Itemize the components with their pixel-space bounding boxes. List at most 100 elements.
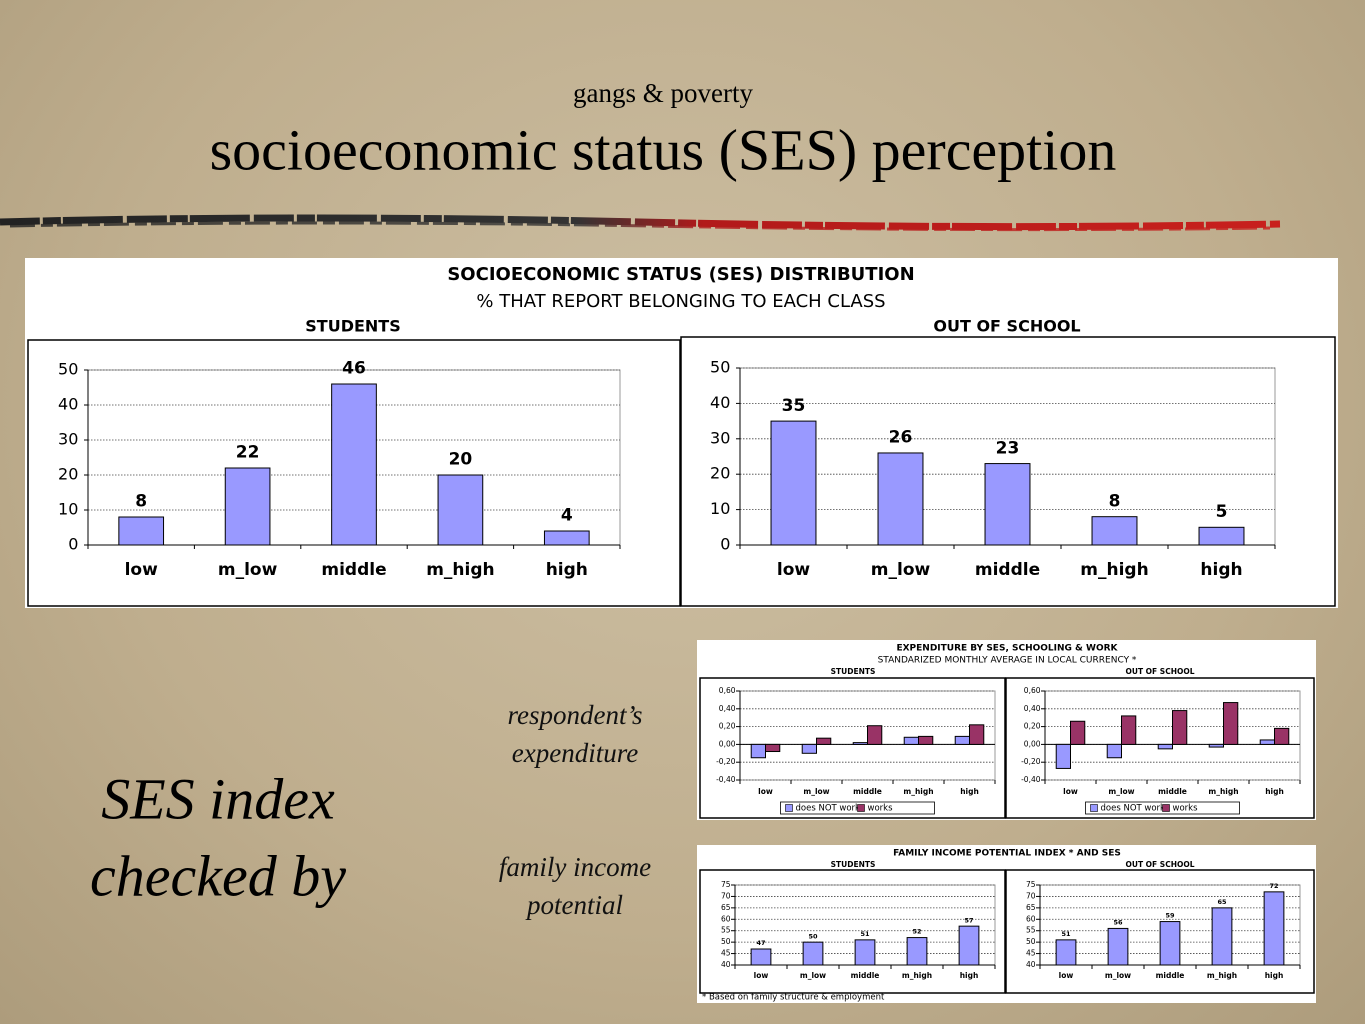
y-tick-label: -0,20 bbox=[1021, 757, 1041, 766]
panel-title: SOCIOECONOMIC STATUS (SES) DISTRIBUTION bbox=[447, 264, 914, 285]
left-text: checked by bbox=[90, 843, 346, 908]
y-tick-label: 50 bbox=[721, 937, 731, 946]
panel-subtitle: STANDARIZED MONTHLY AVERAGE IN LOCAL CUR… bbox=[878, 656, 1137, 666]
x-tick-label: middle bbox=[851, 971, 880, 980]
bar bbox=[954, 735, 970, 745]
x-tick-label: middle bbox=[1158, 787, 1187, 796]
y-tick-label: 50 bbox=[1026, 937, 1036, 946]
side-label: family income potential bbox=[498, 852, 652, 920]
bar bbox=[969, 724, 985, 745]
x-tick-label: m_high bbox=[1208, 787, 1238, 796]
panel-title: FAMILY INCOME POTENTIAL INDEX * AND SES bbox=[893, 849, 1121, 859]
y-tick-label: 50 bbox=[58, 360, 78, 379]
y-tick-label: 65 bbox=[1026, 903, 1036, 912]
bar bbox=[816, 737, 832, 745]
y-tick-label: 10 bbox=[58, 500, 78, 519]
bar bbox=[802, 941, 824, 966]
y-tick-label: 65 bbox=[721, 903, 731, 912]
bar bbox=[437, 474, 484, 546]
y-tick-label: 0,60 bbox=[719, 686, 736, 695]
bar bbox=[750, 948, 772, 966]
bar bbox=[854, 939, 876, 966]
x-tick-label: high bbox=[1265, 787, 1284, 796]
x-tick-label: high bbox=[1200, 560, 1242, 580]
bar bbox=[1263, 891, 1285, 966]
bar bbox=[1223, 702, 1239, 745]
data-label: 51 bbox=[860, 930, 870, 938]
y-tick-label: 55 bbox=[1026, 926, 1036, 935]
bar bbox=[1121, 715, 1137, 745]
y-tick-label: 75 bbox=[1026, 880, 1036, 889]
chart-title: OUT OF SCHOOL bbox=[1125, 860, 1194, 869]
bar bbox=[765, 743, 781, 753]
y-tick-label: 40 bbox=[721, 960, 731, 969]
data-label: 35 bbox=[782, 396, 806, 416]
brush-stroke bbox=[0, 214, 1281, 231]
bar bbox=[877, 452, 924, 546]
bar bbox=[770, 420, 817, 546]
y-tick-label: 70 bbox=[1026, 891, 1036, 900]
x-tick-label: low bbox=[125, 560, 159, 580]
data-label: 51 bbox=[1061, 930, 1071, 938]
bar bbox=[1198, 526, 1245, 546]
data-label: 59 bbox=[1165, 912, 1175, 920]
chart-frame bbox=[699, 869, 1006, 994]
x-tick-label: high bbox=[960, 787, 979, 796]
bar bbox=[1106, 743, 1122, 759]
x-tick-label: m_low bbox=[218, 560, 278, 580]
legend-swatch bbox=[1090, 804, 1098, 812]
x-tick-label: m_high bbox=[426, 560, 494, 580]
legend-label: does NOT work bbox=[796, 804, 861, 814]
brush-stroke bbox=[9, 221, 1271, 232]
chart-title: OUT OF SCHOOL bbox=[1125, 667, 1194, 676]
y-tick-label: 40 bbox=[58, 395, 78, 414]
data-label: 56 bbox=[1113, 919, 1123, 927]
bar bbox=[543, 530, 590, 546]
x-tick-label: high bbox=[1265, 971, 1284, 980]
bar bbox=[331, 383, 377, 546]
data-label: 8 bbox=[1109, 491, 1121, 511]
bar bbox=[1274, 727, 1290, 745]
data-label: 4 bbox=[561, 506, 573, 526]
y-tick-label: 0,40 bbox=[1024, 704, 1041, 713]
data-label: 52 bbox=[912, 928, 921, 936]
bar bbox=[1091, 516, 1138, 546]
y-tick-label: 10 bbox=[710, 499, 730, 518]
x-tick-label: middle bbox=[975, 560, 1040, 580]
panel-title: EXPENDITURE BY SES, SCHOOLING & WORK bbox=[896, 644, 1118, 654]
chart-title: OUT OF SCHOOL bbox=[933, 317, 1080, 336]
bar bbox=[1159, 921, 1181, 966]
x-tick-label: low bbox=[777, 560, 811, 580]
y-tick-label: 55 bbox=[721, 926, 731, 935]
bar bbox=[1157, 743, 1173, 750]
y-tick-label: 0 bbox=[720, 535, 730, 554]
chart-title: STUDENTS bbox=[831, 860, 876, 869]
data-label: 65 bbox=[1217, 898, 1227, 906]
y-tick-label: 0,20 bbox=[719, 722, 736, 731]
bar bbox=[852, 742, 868, 745]
data-label: 47 bbox=[756, 939, 765, 947]
legend-swatch bbox=[785, 804, 793, 812]
bar bbox=[1211, 907, 1233, 966]
bar bbox=[918, 735, 934, 745]
data-label: 50 bbox=[808, 932, 818, 940]
panel-subtitle: % THAT REPORT BELONGING TO EACH CLASS bbox=[476, 291, 885, 312]
x-tick-label: m_high bbox=[903, 787, 933, 796]
y-tick-label: 40 bbox=[1026, 960, 1036, 969]
data-label: 46 bbox=[342, 359, 366, 379]
x-tick-label: m_low bbox=[803, 787, 829, 796]
bar bbox=[1055, 939, 1077, 966]
y-tick-label: 0,00 bbox=[1024, 739, 1041, 748]
bar bbox=[224, 467, 271, 546]
x-tick-label: low bbox=[1059, 971, 1074, 980]
y-tick-label: -0,20 bbox=[716, 757, 736, 766]
x-tick-label: middle bbox=[1156, 971, 1185, 980]
y-tick-label: 0,60 bbox=[1024, 686, 1041, 695]
bar bbox=[867, 725, 883, 745]
y-tick-label: 0,20 bbox=[1024, 722, 1041, 731]
data-label: 8 bbox=[135, 492, 147, 512]
y-tick-label: 20 bbox=[58, 465, 78, 484]
legend-swatch bbox=[857, 804, 865, 812]
bar bbox=[984, 463, 1031, 546]
